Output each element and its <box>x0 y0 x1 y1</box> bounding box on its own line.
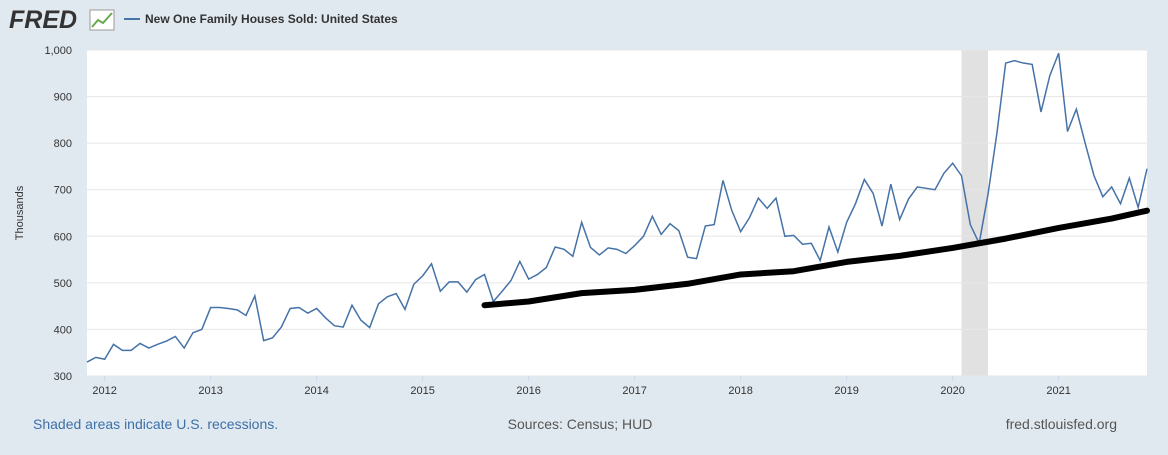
legend-label: New One Family Houses Sold: United State… <box>145 12 398 26</box>
y-tick-label: 600 <box>54 231 72 243</box>
source: Sources: Census; HUD <box>508 416 653 432</box>
x-tick-label: 2014 <box>304 385 328 397</box>
y-tick-label: 400 <box>54 324 72 336</box>
x-tick-label: 2013 <box>198 385 222 397</box>
x-tick-label: 2018 <box>728 385 752 397</box>
x-tick-label: 2020 <box>940 385 964 397</box>
y-tick-label: 700 <box>54 185 72 197</box>
logo: FRED <box>9 6 77 34</box>
x-tick-label: 2015 <box>410 385 434 397</box>
y-axis-label: Thousands <box>14 185 26 240</box>
y-tick-label: 1,000 <box>44 45 72 57</box>
annotation-line <box>481 207 1150 309</box>
x-tick-label: 2017 <box>622 385 646 397</box>
y-tick-label: 300 <box>54 371 72 383</box>
x-tick-label: 2019 <box>834 385 858 397</box>
y-tick-label: 500 <box>54 278 72 290</box>
y-tick-label: 900 <box>54 92 72 104</box>
x-tick-label: 2012 <box>92 385 116 397</box>
site[interactable]: fred.stlouisfed.org <box>1006 416 1117 432</box>
recession-band <box>961 50 988 376</box>
y-tick-label: 800 <box>54 138 72 150</box>
series-line <box>86 52 1148 363</box>
recession-note[interactable]: Shaded areas indicate U.S. recessions. <box>33 416 278 432</box>
logo-icon <box>89 9 115 31</box>
x-tick-label: 2021 <box>1046 385 1070 397</box>
x-tick-label: 2016 <box>516 385 540 397</box>
